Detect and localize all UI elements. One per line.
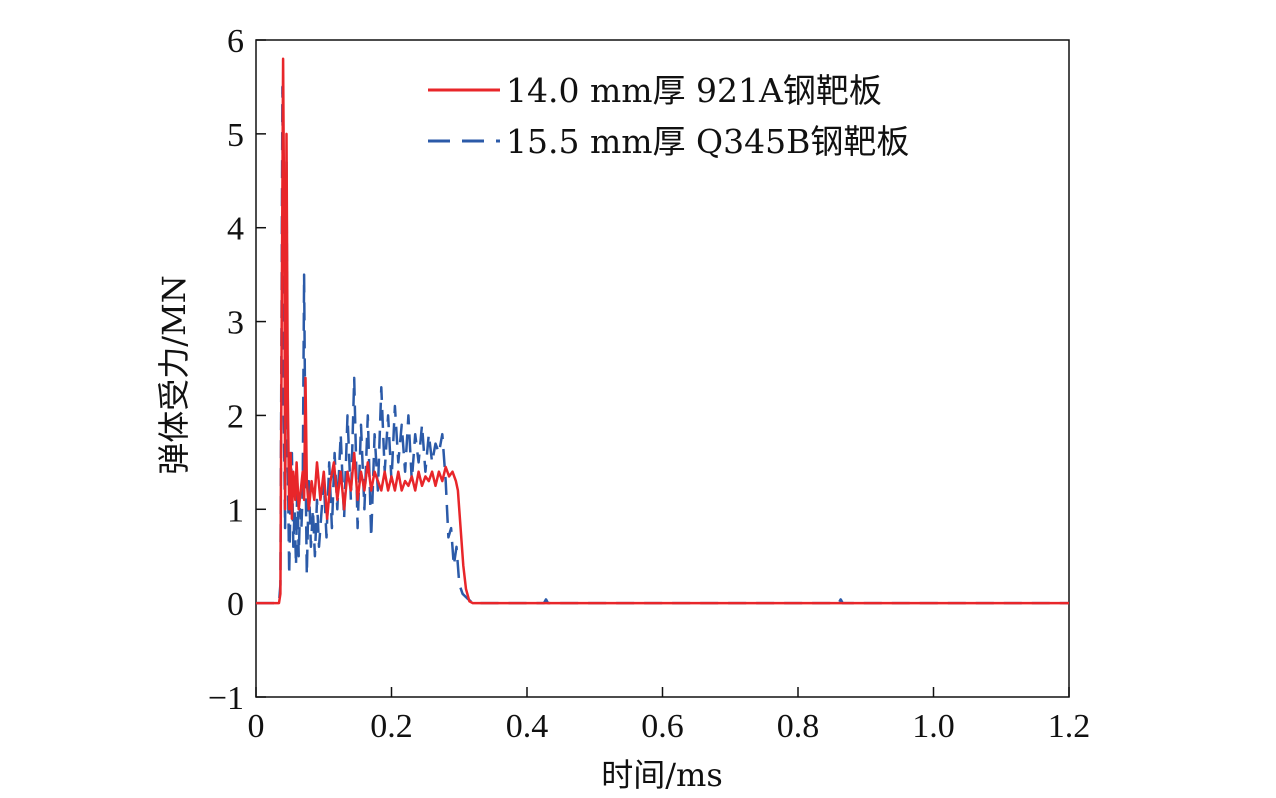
x-tick-label: 0 <box>248 708 265 745</box>
x-tick-label: 0.6 <box>641 708 684 745</box>
x-tick-label: 0.4 <box>506 708 549 745</box>
y-tick-label: 6 <box>227 23 244 60</box>
legend-label-series-1: 14.0 mm厚 921A钢靶板 <box>506 71 882 110</box>
series-line-1 <box>256 57 1069 605</box>
y-tick-label: 1 <box>227 492 244 529</box>
legend: 14.0 mm厚 921A钢靶板 15.5 mm厚 Q345B钢靶板 <box>428 71 909 161</box>
y-tick-label: 4 <box>227 211 244 248</box>
y-tick-label: 3 <box>227 305 244 342</box>
legend-label-series-2: 15.5 mm厚 Q345B钢靶板 <box>506 122 909 161</box>
series-line-2 <box>256 85 1069 605</box>
x-tick-label: 1.0 <box>912 708 955 745</box>
series-layer <box>256 57 1069 605</box>
y-tick-label: −1 <box>208 680 244 717</box>
y-tick-label: 0 <box>227 586 244 623</box>
x-axis-ticks: 0 0.2 0.4 0.6 0.8 1.0 1.2 <box>248 687 1091 745</box>
y-tick-label: 2 <box>227 398 244 435</box>
x-tick-label: 0.8 <box>777 708 820 745</box>
y-tick-label: 5 <box>227 117 244 154</box>
y-axis-ticks: −1 0 1 2 3 4 5 6 <box>208 23 266 717</box>
x-tick-label: 0.2 <box>370 708 413 745</box>
y-axis-title: 弹体受力/MN <box>155 275 193 475</box>
x-axis-title: 时间/ms <box>601 756 723 794</box>
x-tick-label: 1.2 <box>1048 708 1091 745</box>
